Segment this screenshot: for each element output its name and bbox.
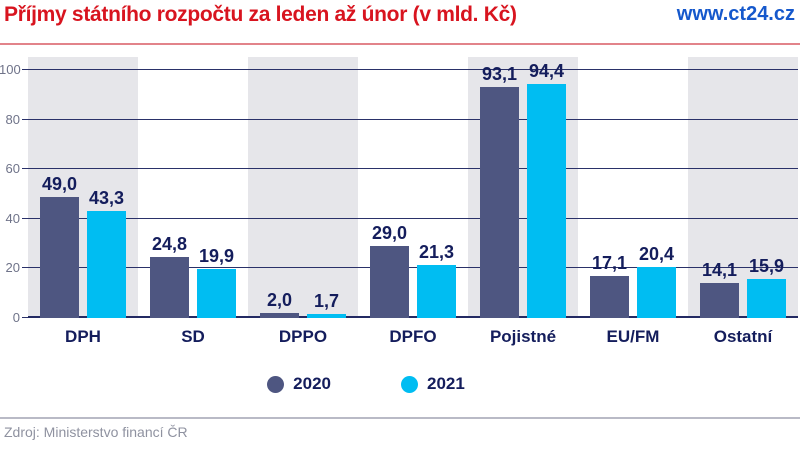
legend-dot-2021 [401,375,418,393]
legend: 2020 2021 [0,374,732,394]
gridline [28,69,798,70]
y-tick-label: 0 [12,310,20,325]
bar-2021 [87,210,126,318]
bar-group: 24,8 [150,233,189,318]
category-label: DPPO [278,327,328,346]
bar-2021 [417,265,456,318]
category-label: EU/FM [606,327,660,346]
category-band [248,57,358,318]
bar-2020 [590,275,629,318]
columns-layer: 49,0 43,3 24,8 19,9 2,0 1,7 29,0 21,3 93,1 94,4 17… [28,57,798,318]
bar-group: 1,7 [307,291,346,318]
site-url: www.ct24.cz [676,3,795,25]
tick-mark [22,118,28,120]
y-tick-label: 40 [5,210,20,226]
bar-value-label: 20,4 [638,244,675,265]
bar-value-label: 24,8 [151,233,188,254]
bar-group: 93,1 [480,64,519,318]
bar-value-label: 17,1 [591,252,628,273]
bar-value-label: 49,0 [41,173,78,194]
bar-2020 [370,246,409,318]
footer-divider [0,417,800,419]
gridline [28,217,798,219]
bar-column: 93,1 94,4 [468,57,578,318]
y-tick-label: 20 [5,260,20,276]
bar-2020 [150,256,189,318]
bar-2020 [40,196,79,318]
bar-2021 [307,313,346,318]
y-tick-label: 100 [0,62,21,77]
header: Příjmy státního rozpočtu za leden až úno… [0,0,800,42]
legend-item: 2020 [267,374,331,394]
source-note: Zdroj: Ministerstvo financí ČR [4,424,188,440]
category-band [688,57,798,318]
bar-group: 21,3 [417,242,456,318]
bar-group: 15,9 [747,256,786,318]
header-rule [0,43,800,45]
bar-2020 [480,87,519,318]
page-title: Příjmy státního rozpočtu za leden až úno… [4,3,517,26]
bar-2020 [700,283,739,318]
gridline [28,267,798,269]
bar-group: 19,9 [197,246,236,318]
bar-column: 14,1 15,9 [688,57,798,318]
bar-group: 2,0 [260,290,299,318]
legend-item: 2021 [401,374,465,394]
y-tick-label: 60 [5,161,20,177]
bar-2021 [527,83,566,318]
x-axis-line [28,316,798,318]
plot-area: 49,0 43,3 24,8 19,9 2,0 1,7 29,0 21,3 93,1 94,4 17… [22,57,798,318]
bar-group: 49,0 [40,173,79,318]
bar-column: 29,0 21,3 [358,57,468,318]
bar-value-label: 15,9 [748,255,785,276]
bar-group: 29,0 [370,223,409,318]
bar-2021 [197,268,236,318]
bar-group: 94,4 [527,61,566,318]
bar-value-label: 43,3 [88,187,125,208]
category-label: SD [181,327,205,346]
bar-value-label: 29,0 [371,223,408,244]
bar-2021 [637,267,676,318]
bar-group: 17,1 [590,253,629,318]
bar-value-label: 94,4 [528,60,565,81]
bar-2021 [747,278,786,318]
tick-mark [22,69,28,70]
bar-group: 20,4 [637,244,676,318]
bar-value-label: 14,1 [701,260,738,280]
bar-column: 24,8 19,9 [138,57,248,318]
gridlines-layer [22,57,798,318]
bar-value-label: 1,7 [313,290,340,311]
bar-value-label: 19,9 [198,245,235,266]
category-label: DPH [65,327,101,346]
bar-value-label: 21,3 [418,242,455,263]
legend-dot-2020 [267,375,285,393]
y-tick-labels: 0 20 40 60 80 100 [0,57,21,325]
tick-mark [22,317,28,318]
category-labels: DPH SD DPPO DPFO Pojistné EU/FM Ostatní [28,327,798,347]
bar-group: 14,1 [700,260,739,318]
legend-label: 2020 [293,374,331,393]
legend-label: 2021 [427,374,465,393]
y-tick-label: 80 [5,111,20,127]
bar-2020 [260,313,299,318]
tick-mark [22,168,28,170]
bar-group: 43,3 [87,188,126,318]
category-label: Ostatní [713,327,773,346]
category-label: DPFO [389,327,437,346]
bar-column: 17,1 20,4 [578,57,688,318]
bar-column: 2,0 1,7 [248,57,358,318]
gridline [28,168,798,170]
tick-mark [22,217,28,219]
category-label: Pojistné [489,327,557,346]
bar-column: 49,0 43,3 [28,57,138,318]
tick-mark [22,267,28,269]
bar-value-label: 2,0 [266,290,293,310]
bar-value-label: 93,1 [481,64,518,85]
gridline [28,118,798,120]
